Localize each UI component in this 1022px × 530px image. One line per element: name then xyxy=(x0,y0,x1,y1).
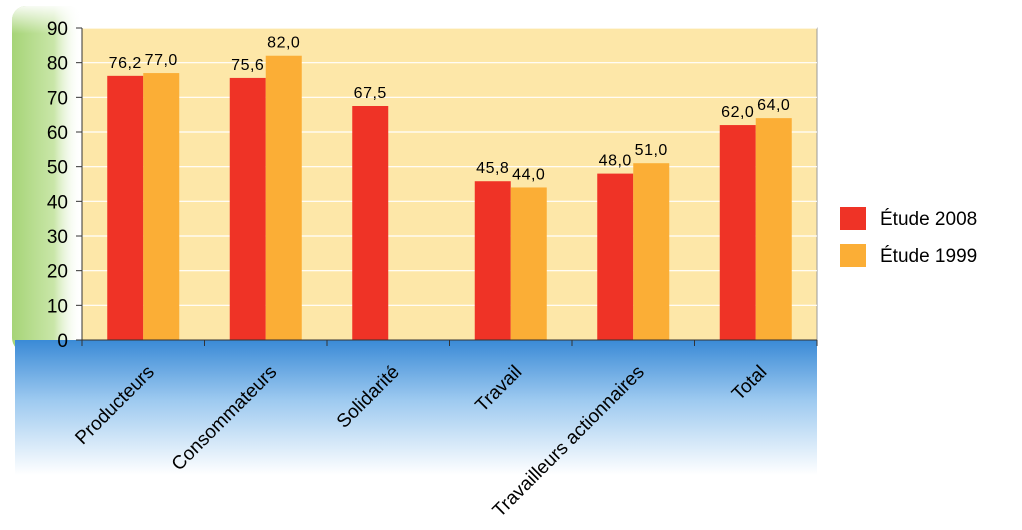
y-tick-label: 10 xyxy=(47,296,68,317)
y-axis-band-fade xyxy=(12,6,82,352)
legend-label-1999: Étude 1999 xyxy=(880,246,977,267)
bar-1999 xyxy=(755,118,792,340)
bar-1999 xyxy=(143,73,180,341)
data-label: 75,6 xyxy=(231,57,264,74)
data-label: 51,0 xyxy=(635,142,668,159)
data-label: 44,0 xyxy=(512,166,545,183)
data-label: 82,0 xyxy=(267,35,300,52)
y-tick-label: 60 xyxy=(47,123,68,144)
gridlines xyxy=(82,27,817,306)
bar-1999 xyxy=(265,55,302,340)
y-tick-label: 40 xyxy=(47,192,68,213)
data-label: 67,5 xyxy=(354,85,387,102)
bar-2008 xyxy=(597,173,634,340)
bar-2008 xyxy=(352,106,389,340)
data-label: 64,0 xyxy=(757,97,790,114)
legend-label-2008: Étude 2008 xyxy=(880,209,977,230)
bar-2008 xyxy=(107,75,144,340)
x-axis-ticks xyxy=(81,340,818,346)
data-label: 48,0 xyxy=(599,153,632,170)
bar-2008 xyxy=(229,77,266,341)
x-axis-band xyxy=(15,340,817,475)
y-tick-label: 30 xyxy=(47,227,68,248)
y-tick-label: 80 xyxy=(47,54,68,75)
bars xyxy=(107,55,792,341)
y-tick-label: 70 xyxy=(47,88,68,109)
data-label: 45,8 xyxy=(476,160,509,177)
data-label: 76,2 xyxy=(109,55,142,72)
y-axis-ticks: 0 10 20 30 40 50 60 70 80 90 xyxy=(47,19,82,352)
data-label: 77,0 xyxy=(145,52,178,69)
bar-2008 xyxy=(474,181,511,340)
plot-area xyxy=(81,27,818,341)
y-tick-label: 0 xyxy=(57,331,68,352)
legend: Étude 2008 Étude 1999 xyxy=(840,207,977,267)
y-tick-label: 20 xyxy=(47,262,68,283)
bar-1999 xyxy=(510,187,547,340)
bar-2008 xyxy=(719,125,756,340)
legend-swatch-2008 xyxy=(840,207,866,230)
legend-swatch-1999 xyxy=(840,244,866,267)
data-labels: 76,2 77,0 75,682,0 67,5 45,8 44,0 48,051,0 62,0… xyxy=(109,35,790,184)
y-tick-label: 50 xyxy=(47,158,68,179)
data-label: 62,0 xyxy=(721,104,754,121)
y-tick-label: 90 xyxy=(47,19,68,40)
bar-1999 xyxy=(633,163,670,340)
